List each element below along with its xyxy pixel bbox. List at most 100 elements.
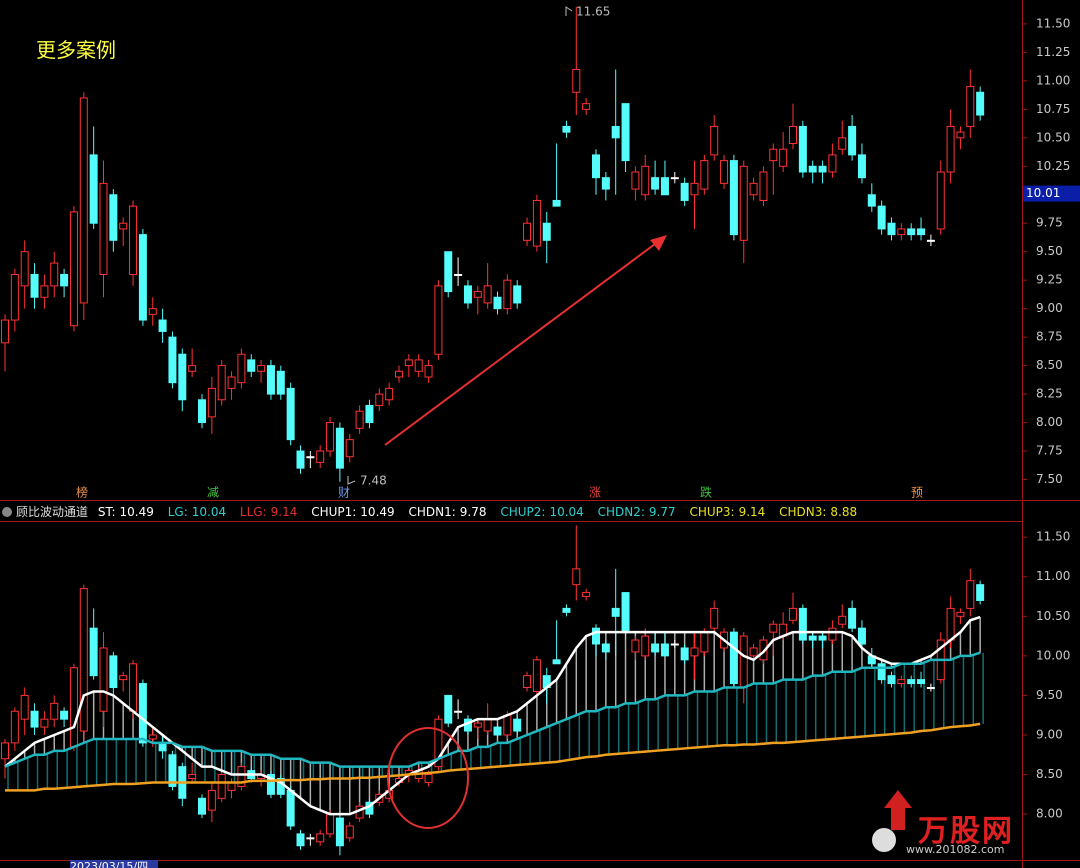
candle-body xyxy=(680,647,689,661)
low-label: 7.48 xyxy=(360,474,387,488)
candle-body xyxy=(30,273,39,298)
candle-body xyxy=(188,774,197,780)
candle-body xyxy=(966,580,975,609)
candle-body xyxy=(917,679,926,685)
watermark-icon xyxy=(872,790,912,852)
candle-body xyxy=(670,177,679,180)
event-marker: 财 xyxy=(338,486,350,500)
candle-body xyxy=(779,148,788,167)
high-annotation: 11.65 xyxy=(565,5,610,19)
candle-body xyxy=(168,754,177,787)
readout-value: 10.49 xyxy=(119,505,154,519)
candle-body xyxy=(335,427,344,469)
candle-body xyxy=(60,273,69,287)
candle-body xyxy=(119,222,128,230)
candle-body xyxy=(473,291,482,298)
candle-body xyxy=(621,103,630,162)
candle-body xyxy=(20,694,29,720)
readout-label: CHDN3: xyxy=(779,505,827,519)
candle-body xyxy=(79,588,88,732)
candle-body xyxy=(207,387,216,418)
candle-body xyxy=(651,177,660,190)
candle-body xyxy=(651,643,660,653)
readout-value: 9.77 xyxy=(648,505,676,519)
candle-body xyxy=(60,710,69,720)
candle-body xyxy=(129,663,138,712)
candle-body xyxy=(700,631,709,653)
y-tick-label: 8.00 xyxy=(1036,807,1063,821)
candle-body xyxy=(660,643,669,657)
candle-body xyxy=(641,165,650,196)
candle-body xyxy=(749,647,758,657)
candle-body xyxy=(129,205,138,275)
candle-body xyxy=(385,387,394,401)
candle-body xyxy=(89,154,98,224)
candle-body xyxy=(513,285,522,304)
low-annotation: 7.48 xyxy=(347,474,387,488)
candle-body xyxy=(493,296,502,310)
current-price-label: 10.01 xyxy=(1026,186,1060,200)
candle-body xyxy=(316,833,325,843)
candle-body xyxy=(582,103,591,110)
candle-body xyxy=(227,376,236,389)
candle-body xyxy=(917,228,926,236)
candle-body xyxy=(641,635,650,657)
candle-body xyxy=(168,336,177,384)
candle-body xyxy=(552,199,561,207)
candle-body xyxy=(798,125,807,173)
candle-body xyxy=(148,308,157,315)
candle-body xyxy=(217,365,226,401)
candle-body xyxy=(335,817,344,847)
y-tick-label: 7.75 xyxy=(1036,444,1063,458)
indicator-title: 顾比波动通道 xyxy=(16,505,89,519)
candle-body xyxy=(109,655,118,689)
candle-body xyxy=(138,683,147,744)
candle-body xyxy=(680,182,689,201)
readout-value: 10.49 xyxy=(360,505,395,519)
candle-body xyxy=(345,439,354,458)
event-marker: 跌 xyxy=(700,485,712,500)
y-tick-label: 9.50 xyxy=(1036,244,1063,258)
readout-label: CHDN2: xyxy=(597,505,645,519)
candle-body xyxy=(690,182,699,196)
candle-body xyxy=(582,592,591,598)
candle-body xyxy=(414,359,423,372)
y-tick-label: 10.00 xyxy=(1036,648,1070,662)
y-tick-label: 7.50 xyxy=(1036,472,1063,486)
candle-body xyxy=(326,422,335,452)
candle-body xyxy=(720,160,729,184)
candle-body xyxy=(857,627,866,645)
candle-body xyxy=(808,165,817,173)
candle-body xyxy=(798,607,807,641)
candle-body xyxy=(316,450,325,463)
overlay-text: 更多案例 xyxy=(36,38,116,62)
panel-icon xyxy=(2,507,12,517)
icon-arrow xyxy=(884,790,912,830)
candle-body xyxy=(444,251,453,293)
candle-body xyxy=(69,667,78,748)
candle-body xyxy=(926,239,935,242)
leader xyxy=(565,6,573,16)
candle-body xyxy=(838,137,847,150)
candle-body xyxy=(1,742,9,760)
candle-body xyxy=(345,825,354,839)
candle-body xyxy=(454,273,463,276)
readout-label: LG: xyxy=(167,505,188,519)
candle-body xyxy=(119,675,128,681)
candle-body xyxy=(631,639,640,653)
readout-value: 10.04 xyxy=(191,505,227,519)
candle-body xyxy=(109,194,118,241)
candle-body xyxy=(857,154,866,179)
candle-body xyxy=(828,627,837,641)
candle-body xyxy=(50,262,59,287)
candle-body xyxy=(138,234,147,321)
current-price-box xyxy=(1023,185,1080,202)
candle-body xyxy=(818,165,827,173)
candle-body xyxy=(434,285,443,355)
candle-body xyxy=(198,797,206,815)
candle-body xyxy=(10,710,19,744)
candle-body xyxy=(79,97,88,304)
candle-body xyxy=(838,615,847,625)
candle-body xyxy=(532,659,541,692)
icon-ball xyxy=(872,828,896,852)
